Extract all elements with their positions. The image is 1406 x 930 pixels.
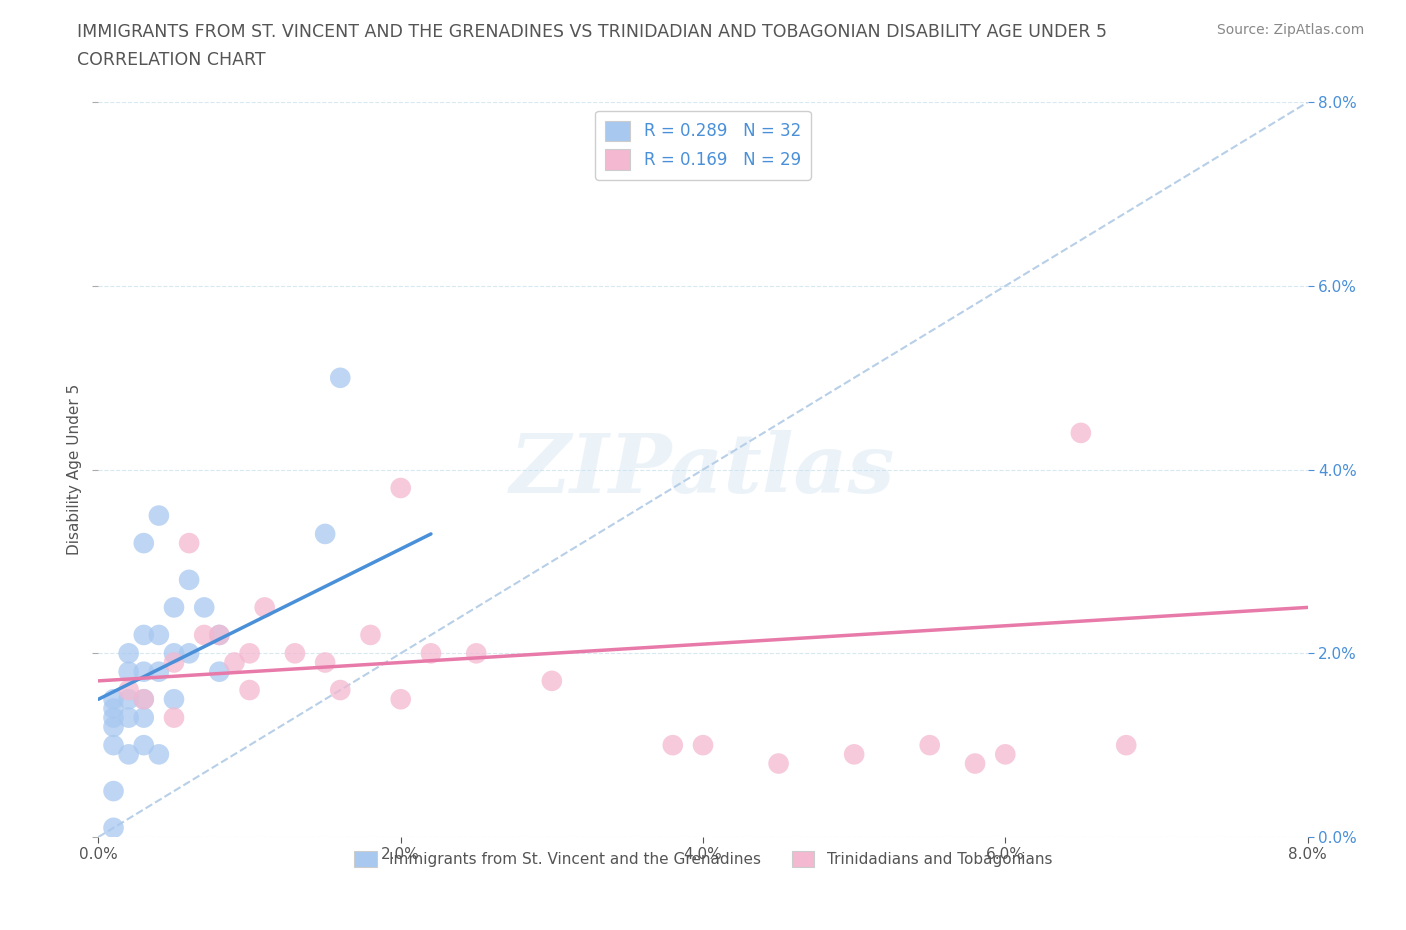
Point — [284, 646, 307, 661]
Point — [918, 737, 941, 752]
Point — [224, 655, 246, 670]
Point — [389, 692, 412, 707]
Legend: Immigrants from St. Vincent and the Grenadines, Trinidadians and Tobagonians: Immigrants from St. Vincent and the Gren… — [347, 844, 1059, 873]
Point — [768, 756, 790, 771]
Point — [329, 683, 352, 698]
Point — [118, 683, 141, 698]
Point — [253, 600, 276, 615]
Point — [314, 655, 336, 670]
Point — [179, 573, 201, 588]
Point — [239, 683, 262, 698]
Point — [163, 692, 186, 707]
Point — [465, 646, 488, 661]
Point — [692, 737, 714, 752]
Text: Source: ZipAtlas.com: Source: ZipAtlas.com — [1216, 23, 1364, 37]
Point — [103, 737, 125, 752]
Point — [193, 628, 215, 643]
Point — [148, 508, 170, 523]
Point — [1115, 737, 1137, 752]
Point — [118, 711, 141, 725]
Point — [103, 784, 125, 799]
Point — [132, 692, 155, 707]
Point — [148, 747, 170, 762]
Point — [132, 737, 155, 752]
Point — [148, 664, 170, 679]
Point — [360, 628, 382, 643]
Point — [163, 600, 186, 615]
Point — [132, 664, 155, 679]
Point — [132, 692, 155, 707]
Text: ZIPatlas: ZIPatlas — [510, 430, 896, 510]
Point — [179, 536, 201, 551]
Point — [163, 646, 186, 661]
Point — [329, 370, 352, 385]
Point — [103, 720, 125, 735]
Point — [1070, 426, 1092, 441]
Point — [132, 711, 155, 725]
Point — [420, 646, 443, 661]
Point — [239, 646, 262, 661]
Point — [163, 711, 186, 725]
Point — [103, 701, 125, 716]
Point — [118, 664, 141, 679]
Point — [314, 526, 336, 541]
Point — [389, 481, 412, 496]
Point — [103, 820, 125, 835]
Point — [179, 646, 201, 661]
Point — [844, 747, 866, 762]
Point — [208, 628, 231, 643]
Text: IMMIGRANTS FROM ST. VINCENT AND THE GRENADINES VS TRINIDADIAN AND TOBAGONIAN DIS: IMMIGRANTS FROM ST. VINCENT AND THE GREN… — [77, 23, 1108, 41]
Y-axis label: Disability Age Under 5: Disability Age Under 5 — [66, 384, 82, 555]
Point — [118, 747, 141, 762]
Text: CORRELATION CHART: CORRELATION CHART — [77, 51, 266, 69]
Point — [132, 536, 155, 551]
Point — [994, 747, 1017, 762]
Point — [132, 628, 155, 643]
Point — [965, 756, 987, 771]
Point — [208, 628, 231, 643]
Point — [540, 673, 562, 688]
Point — [148, 628, 170, 643]
Point — [163, 655, 186, 670]
Point — [193, 600, 215, 615]
Point — [208, 664, 231, 679]
Point — [103, 692, 125, 707]
Point — [118, 692, 141, 707]
Point — [103, 711, 125, 725]
Point — [118, 646, 141, 661]
Point — [661, 737, 683, 752]
